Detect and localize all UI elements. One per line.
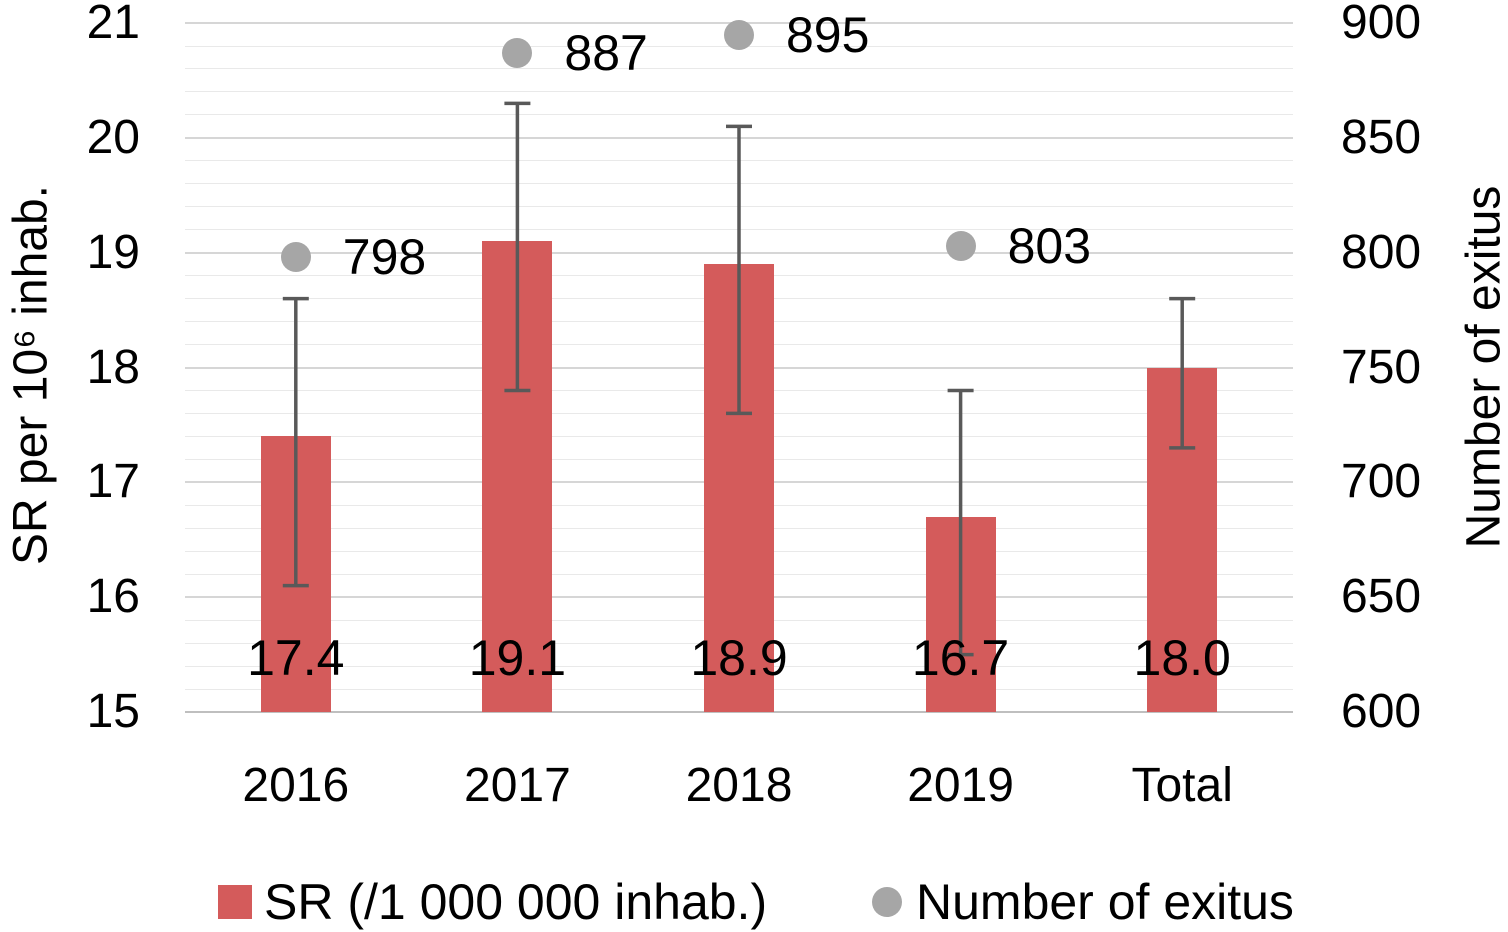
x-axis-label-2018: 2018: [685, 759, 793, 812]
left-axis-tick-21: 21: [86, 0, 140, 49]
major-gridline: [185, 136, 1293, 139]
legend-label-exitus: Number of exitus: [916, 874, 1294, 930]
x-axis-label-2019: 2019: [907, 759, 1014, 812]
bar-value-label-2018: 18.9: [690, 630, 788, 686]
right-axis-tick-850: 850: [1341, 110, 1422, 164]
exitus-value-label-2019: 803: [1007, 217, 1092, 274]
left-axis-tick-19: 19: [86, 225, 140, 279]
minor-gridline: [185, 68, 1293, 70]
minor-gridline: [185, 114, 1293, 116]
right-axis-tick-650: 650: [1341, 570, 1422, 624]
legend-marker-circle: [872, 887, 902, 917]
x-axis-line: [185, 711, 1293, 713]
right-axis-tick-900: 900: [1341, 0, 1422, 49]
right-axis-tick-750: 750: [1341, 340, 1422, 394]
bar-value-label-2016: 17.4: [247, 630, 345, 686]
legend-item-sr: SR (/1 000 000 inhab.): [218, 872, 767, 932]
left-axis-tick-16: 16: [86, 570, 140, 624]
exitus-dot-2019: [945, 230, 976, 261]
exitus-value-label-2016: 798: [342, 229, 427, 286]
x-axis-label-Total: Total: [1131, 759, 1233, 812]
x-axis-label-2016: 2016: [242, 759, 350, 812]
legend-item-exitus: Number of exitus: [872, 872, 1294, 932]
minor-gridline: [185, 160, 1293, 162]
left-axis-tick-15: 15: [86, 685, 140, 738]
bar-value-label-Total: 18.0: [1133, 630, 1231, 686]
exitus-dot-2017: [502, 37, 533, 68]
bar-value-label-2019: 16.7: [911, 630, 1010, 686]
minor-gridline: [185, 183, 1293, 185]
left-axis-tick-20: 20: [86, 110, 140, 164]
left-axis-tick-17: 17: [86, 455, 140, 509]
right-axis-tick-700: 700: [1341, 455, 1422, 509]
exitus-value-label-2018: 895: [786, 6, 870, 63]
left-axis-tick-18: 18: [86, 340, 140, 394]
legend-marker-square: [218, 885, 252, 919]
exitus-value-label-2017: 887: [564, 24, 648, 81]
legend-label-sr: SR (/1 000 000 inhab.): [264, 874, 768, 930]
minor-gridline: [185, 91, 1293, 93]
exitus-dot-2016: [280, 242, 311, 273]
exitus-dot-2018: [724, 19, 754, 50]
right-axis-title: Number of exitus: [1457, 185, 1508, 549]
right-axis-tick-800: 800: [1341, 225, 1422, 279]
minor-gridline: [185, 206, 1293, 208]
right-axis-tick-600: 600: [1341, 685, 1422, 738]
left-axis-title: SR per 10⁶ inhab.: [4, 185, 58, 565]
bar-value-label-2017: 19.1: [468, 630, 567, 686]
x-axis-label-2017: 2017: [464, 759, 571, 812]
